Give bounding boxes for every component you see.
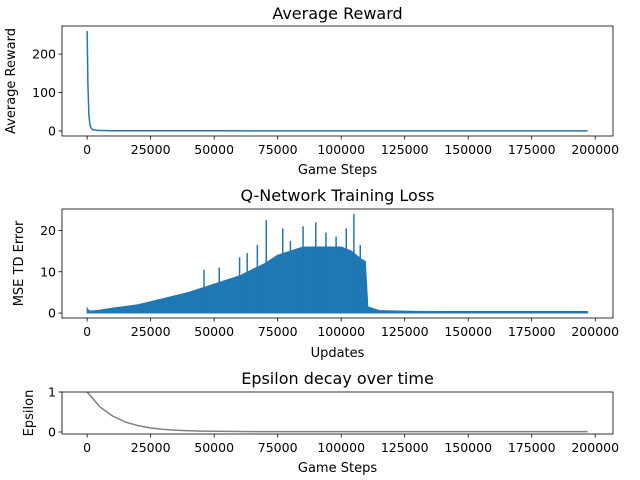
chart-title: Epsilon decay over time bbox=[241, 369, 434, 388]
x-tick-label: 125000 bbox=[381, 324, 429, 339]
x-tick-label: 200000 bbox=[571, 440, 619, 455]
y-tick-label: 1 bbox=[48, 385, 56, 400]
x-tick-label: 50000 bbox=[194, 142, 234, 157]
x-tick-label: 75000 bbox=[258, 142, 298, 157]
plot-area bbox=[86, 392, 588, 433]
x-tick-label: 25000 bbox=[131, 440, 171, 455]
y-tick-label: 10 bbox=[40, 264, 56, 279]
x-tick-label: 200000 bbox=[571, 142, 619, 157]
y-tick-label: 100 bbox=[32, 85, 56, 100]
x-tick-label: 50000 bbox=[194, 324, 234, 339]
chart-title: Average Reward bbox=[272, 4, 402, 23]
y-tick-label: 0 bbox=[48, 124, 56, 139]
axes-frame bbox=[61, 391, 614, 435]
x-tick-label: 0 bbox=[83, 324, 91, 339]
x-tick-label: 125000 bbox=[381, 142, 429, 157]
x-axis-label: Game Steps bbox=[298, 163, 377, 178]
chart-panel-2: 0 25000 50000 75000 100000 125000 150000 175000… bbox=[12, 186, 619, 361]
x-tick-label: 150000 bbox=[444, 142, 492, 157]
series-line-1 bbox=[86, 30, 588, 132]
x-tick-label: 50000 bbox=[194, 440, 234, 455]
axes-frame bbox=[61, 208, 614, 319]
axes-frame bbox=[61, 25, 614, 137]
x-tick-label: 0 bbox=[83, 440, 91, 455]
chart-panel-1: 0 25000 50000 75000 100000 125000 150000 175000… bbox=[4, 4, 619, 178]
y-tick-label: 200 bbox=[32, 47, 56, 62]
y-axis-label: Epsilon bbox=[22, 390, 37, 437]
x-axis-label: Updates bbox=[311, 346, 365, 361]
x-tick-label: 100000 bbox=[317, 440, 365, 455]
x-tick-label: 100000 bbox=[317, 142, 365, 157]
x-tick-label: 200000 bbox=[571, 324, 619, 339]
y-axis-label: MSE TD Error bbox=[12, 220, 27, 306]
x-tick-label: 75000 bbox=[258, 324, 298, 339]
plot-area bbox=[86, 30, 588, 132]
x-tick-label: 25000 bbox=[131, 142, 171, 157]
y-tick-label: 0 bbox=[48, 306, 56, 321]
chart-title: Q-Network Training Loss bbox=[240, 186, 434, 205]
x-tick-label: 175000 bbox=[508, 440, 556, 455]
x-tick-label: 150000 bbox=[444, 324, 492, 339]
y-tick-label: 20 bbox=[40, 223, 56, 238]
chart-panel-3: 0 25000 50000 75000 100000 125000 150000 175000… bbox=[22, 369, 619, 476]
x-tick-label: 100000 bbox=[317, 324, 365, 339]
loss-envelope bbox=[86, 246, 589, 314]
x-tick-label: 0 bbox=[83, 142, 91, 157]
plot-area bbox=[86, 213, 589, 314]
x-tick-label: 125000 bbox=[381, 440, 429, 455]
series-line-1 bbox=[86, 392, 588, 433]
x-tick-label: 175000 bbox=[508, 142, 556, 157]
y-axis-label: Average Reward bbox=[4, 28, 19, 134]
x-tick-label: 75000 bbox=[258, 440, 298, 455]
x-tick-label: 150000 bbox=[444, 440, 492, 455]
x-tick-label: 175000 bbox=[508, 324, 556, 339]
y-tick-label: 0 bbox=[48, 425, 56, 440]
x-axis-label: Game Steps bbox=[298, 461, 377, 476]
x-tick-label: 25000 bbox=[131, 324, 171, 339]
